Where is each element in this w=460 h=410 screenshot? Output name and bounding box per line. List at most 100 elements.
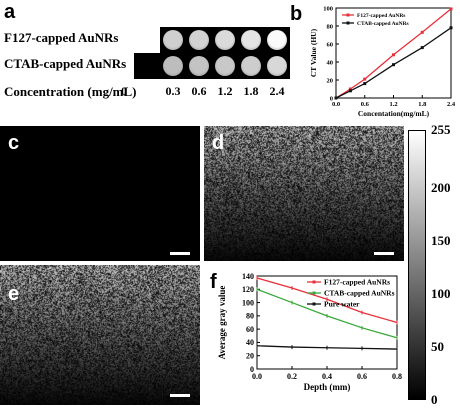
legend-label: CTAB-capped AuNRs [357, 21, 409, 27]
series-line [335, 8, 452, 99]
colorbar-tick-label: 0 [431, 392, 438, 407]
panel-b-label: b [290, 3, 303, 25]
data-point [363, 77, 367, 81]
y-tick-label: 20 [246, 352, 254, 361]
panel-d-label: d [212, 132, 225, 154]
y-tick-label: 100 [323, 5, 333, 12]
ct-well-r1-c2 [186, 27, 212, 53]
concentration-value: 1.8 [243, 84, 259, 98]
colorbar-tick-label: 150 [431, 233, 451, 249]
legend-marker [312, 302, 316, 306]
legend-label: F127-capped AuNRs [357, 13, 405, 19]
gray-value-chart: 0.0 0.2 0.4 0.6 0.8 0 20 40 60 80 100 120 140 Depth (… [217, 272, 402, 392]
data-point [348, 87, 352, 91]
ct-well-disk [241, 30, 261, 50]
ct-value-chart: 0.0 0.6 1.2 1.8 2.4 0 20 40 60 80 100 Concentation(… [309, 5, 456, 118]
y-tick-label: 40 [327, 59, 334, 66]
ct-well-disk [189, 56, 209, 76]
y-tick-label: 80 [327, 23, 334, 30]
colorbar-tick-label: 50 [431, 339, 444, 355]
x-tick-label: 0.0 [332, 101, 340, 108]
ct-well-disk [215, 30, 235, 50]
colorbar-tick-label: 255 [431, 122, 451, 137]
series-line [335, 27, 452, 99]
scale-bar-e [170, 394, 190, 397]
ct-well-r2-c3 [212, 53, 238, 79]
data-point [392, 63, 395, 67]
y-tick-label: 20 [327, 77, 334, 84]
legend-marker [312, 291, 316, 295]
y-tick-label: 120 [242, 285, 254, 294]
y-tick-label: 0 [330, 95, 333, 102]
gray-colorbar [408, 130, 426, 400]
x-tick-label: 0.6 [357, 372, 367, 381]
x-tick-label: 0.6 [361, 101, 370, 108]
speckle-texture [0, 265, 200, 405]
x-tick-label: 0.4 [322, 372, 332, 381]
concentration-value: 2.4 [269, 84, 285, 98]
ct-well-disk [267, 56, 287, 76]
ct-well-r2-c5 [264, 53, 290, 79]
y-tick-label: 140 [242, 272, 254, 281]
row1-label: F127-capped AuNRs [4, 30, 119, 45]
x-tick-label: 0.2 [287, 372, 297, 381]
ct-well-disk [267, 30, 287, 50]
data-point [420, 46, 424, 50]
y-axis-label: Average gray value [217, 286, 227, 360]
legend-label: CTAB-capped AuNRs [324, 289, 395, 298]
x-tick-label: 0.0 [252, 372, 262, 381]
y-tick-label: 80 [246, 312, 254, 321]
row2-label: CTAB-capped AuNRs [4, 56, 127, 71]
x-tick-label: 2.4 [447, 101, 456, 108]
data-point [449, 26, 453, 30]
ct-well-disk [241, 56, 261, 76]
ultrasound-image-d [204, 126, 404, 261]
data-point [334, 96, 338, 100]
data-point [449, 7, 453, 11]
ultrasound-image-c [0, 126, 200, 261]
colorbar-tick-label: 100 [431, 286, 451, 302]
ct-well-r1-c1 [160, 27, 186, 53]
panel-a-label: a [4, 1, 16, 23]
legend-marker [346, 13, 350, 17]
panel-f-label: f [210, 271, 217, 293]
x-axis-label: Depth (mm) [304, 382, 351, 392]
y-axis-label: CT Value (HU) [309, 28, 318, 77]
ct-well-disk [163, 30, 183, 50]
data-point [420, 30, 424, 34]
legend-marker [346, 21, 350, 25]
concentration-value: 1.2 [217, 84, 233, 98]
data-point [363, 82, 367, 86]
y-tick-label: 60 [327, 41, 334, 48]
ct-well-r2-c0 [134, 53, 160, 79]
y-tick-label: 40 [246, 338, 254, 347]
panel-e-label: e [8, 283, 20, 305]
ct-well-r2-c4 [238, 53, 264, 79]
colorbar-tick-label: 200 [431, 180, 451, 196]
x-tick-label: 1.2 [389, 101, 397, 108]
ct-well-r1-c3 [212, 27, 238, 53]
concentration-value: 0.3 [165, 84, 181, 98]
data-point [392, 53, 395, 57]
ct-well-disk [163, 56, 183, 76]
concentration-value: 0 [121, 84, 127, 98]
ct-well-r1-c4 [238, 27, 264, 53]
concentration-label: Concentration (mg/mL) [4, 84, 137, 99]
ct-well-r2-c2 [186, 53, 212, 79]
legend-label: Pure water [324, 300, 360, 309]
ultrasound-image-e [0, 265, 200, 405]
x-tick-label: 1.8 [418, 101, 427, 108]
concentration-value: 0.6 [191, 84, 207, 98]
x-tick-label: 0.8 [392, 372, 402, 381]
ct-well-r2-c1 [160, 53, 186, 79]
ct-well-disk [215, 56, 235, 76]
scale-bar-d [374, 252, 394, 255]
y-tick-label: 100 [242, 298, 254, 307]
y-tick-label: 60 [246, 325, 254, 334]
panel-c-label: c [8, 132, 20, 154]
ct-well-r1-c5 [264, 27, 290, 53]
data-point [348, 89, 352, 93]
ct-well-disk [189, 30, 209, 50]
speckle-texture [204, 126, 404, 261]
x-axis-label: Concentation(mg/mL) [358, 109, 430, 118]
